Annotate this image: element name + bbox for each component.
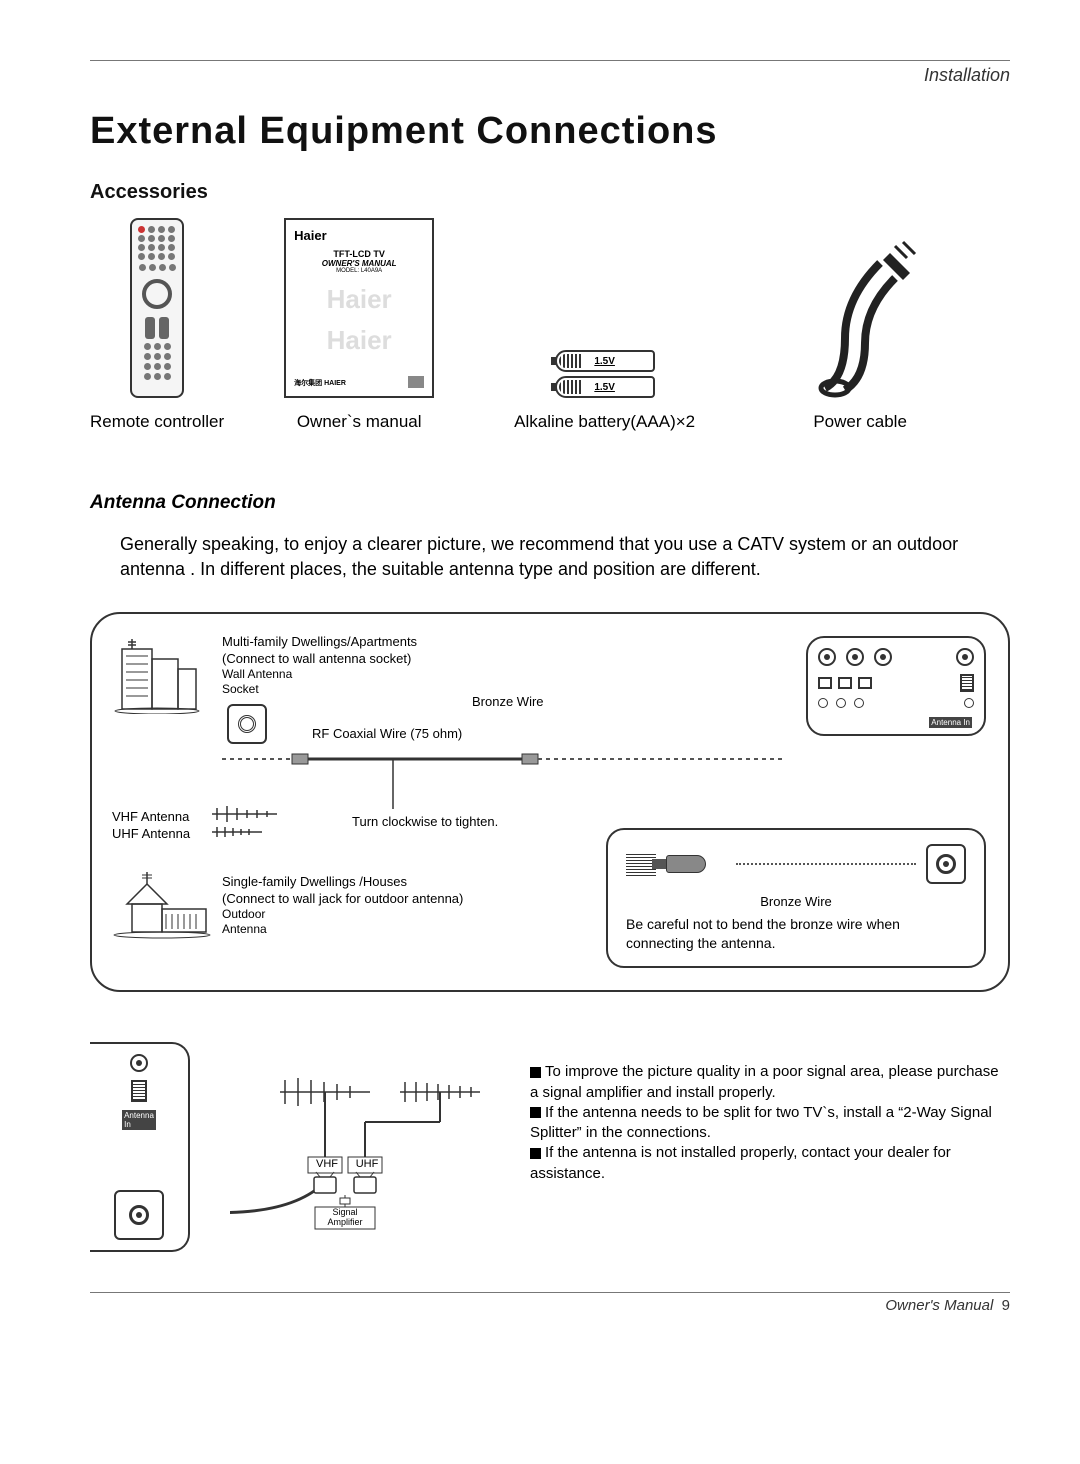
remote-caption: Remote controller (90, 412, 224, 432)
house-icon (112, 869, 212, 939)
antenna-diagram: Multi-family Dwellings/Apartments (Conne… (90, 612, 1010, 992)
accessory-battery: 1.5V 1.5V Alkaline battery(AAA)×2 (514, 350, 695, 432)
footer-page: 9 (1002, 1297, 1010, 1314)
bronze2-label: Bronze Wire (626, 894, 966, 909)
header-rule (90, 60, 1010, 61)
manual-footer: 海尔集团 HAIER (294, 378, 346, 388)
single-line1: Single-family Dwellings /Houses (222, 874, 463, 890)
wall-socket-icon (227, 704, 267, 744)
antenna-in-label: Antenna In (929, 717, 972, 728)
remote-illustration (130, 218, 184, 398)
accessories-row: Remote controller Haier TFT-LCD TV OWNER… (90, 218, 1010, 432)
coax-label: RF Coaxial Wire (75 ohm) (312, 726, 462, 742)
uhf-box-label: UHF (352, 1158, 382, 1170)
amplifier-section: Antenna In (90, 1042, 1010, 1252)
outdoor-label: Outdoor Antenna (222, 907, 463, 937)
tv-panel: Antenna In (806, 636, 986, 736)
single-label: Single-family Dwellings /Houses (Connect… (222, 874, 463, 937)
bronze-label: Bronze Wire (472, 694, 544, 710)
manual-ghost2: Haier (327, 325, 392, 356)
footer-rule (90, 1292, 1010, 1293)
antenna-heading: Antenna Connection (90, 492, 1010, 514)
manual-line2: OWNER'S MANUAL (322, 259, 397, 268)
closeup-box: Bronze Wire Be careful not to bend the b… (606, 828, 986, 968)
note1: To improve the picture quality in a poor… (530, 1063, 999, 1100)
footer: Owner's Manual 9 (90, 1297, 1010, 1314)
careful-note: Be careful not to bend the bronze wire w… (626, 915, 966, 951)
wall-socket-label: Wall Antenna Socket (222, 667, 417, 697)
page-title: External Equipment Connections (90, 110, 1010, 153)
battery-label-1: 1.5V (594, 356, 615, 367)
vhf-uhf-label: VHF Antenna UHF Antenna (112, 809, 190, 842)
branch-line (392, 759, 394, 809)
multi-label: Multi-family Dwellings/Apartments (Conne… (222, 634, 417, 697)
coax-line (222, 744, 782, 774)
uhf-label: UHF Antenna (112, 826, 190, 842)
accessory-cable: Power cable (795, 238, 925, 432)
amp-notes: To improve the picture quality in a poor… (530, 1062, 1010, 1184)
jack-icon (818, 648, 836, 666)
port-icon (926, 844, 966, 884)
jack-icon (956, 648, 974, 666)
battery-illustration: 1.5V 1.5V (555, 350, 655, 398)
amp-diagram: VHF UHF Signal Amplifier (230, 1062, 490, 1232)
battery-caption: Alkaline battery(AAA)×2 (514, 412, 695, 432)
vhf-label: VHF Antenna (112, 809, 190, 825)
manual-model: MODEL: L40A9A (336, 268, 382, 274)
battery-label-2: 1.5V (594, 382, 615, 393)
cable-caption: Power cable (813, 412, 907, 432)
antenna-in-label-2: Antenna In (122, 1110, 156, 1130)
multi-line1: Multi-family Dwellings/Apartments (222, 634, 417, 650)
jack-icon (846, 648, 864, 666)
antenna-intro: Generally speaking, to enjoy a clearer p… (120, 532, 1010, 582)
manual-illustration: Haier TFT-LCD TV OWNER'S MANUAL MODEL: L… (284, 218, 434, 398)
header-section: Installation (90, 65, 1010, 86)
vhf-box-label: VHF (312, 1158, 342, 1170)
note2: If the antenna needs to be split for two… (530, 1104, 992, 1141)
plug-icon (666, 851, 726, 877)
accessory-manual: Haier TFT-LCD TV OWNER'S MANUAL MODEL: L… (284, 218, 434, 432)
multi-line2: (Connect to wall antenna socket) (222, 651, 417, 667)
bullet-icon (530, 1067, 541, 1078)
manual-ghost1: Haier (327, 284, 392, 315)
manual-caption: Owner`s manual (297, 412, 422, 432)
jack-icon (874, 648, 892, 666)
manual-line1: TFT-LCD TV (333, 249, 385, 259)
accessories-heading: Accessories (90, 181, 1010, 204)
footer-label: Owner's Manual (885, 1297, 993, 1314)
manual-brand: Haier (294, 228, 327, 243)
note3: If the antenna is not installed properly… (530, 1144, 951, 1181)
accessory-remote: Remote controller (90, 218, 224, 432)
apartment-icon (112, 634, 202, 714)
single-line2: (Connect to wall jack for outdoor antenn… (222, 891, 463, 907)
bullet-icon (530, 1148, 541, 1159)
antenna-icons (207, 804, 297, 844)
cable-illustration (795, 238, 925, 398)
tighten-label: Turn clockwise to tighten. (352, 814, 498, 830)
bullet-icon (530, 1107, 541, 1118)
amp-box-label: Signal Amplifier (317, 1208, 373, 1227)
